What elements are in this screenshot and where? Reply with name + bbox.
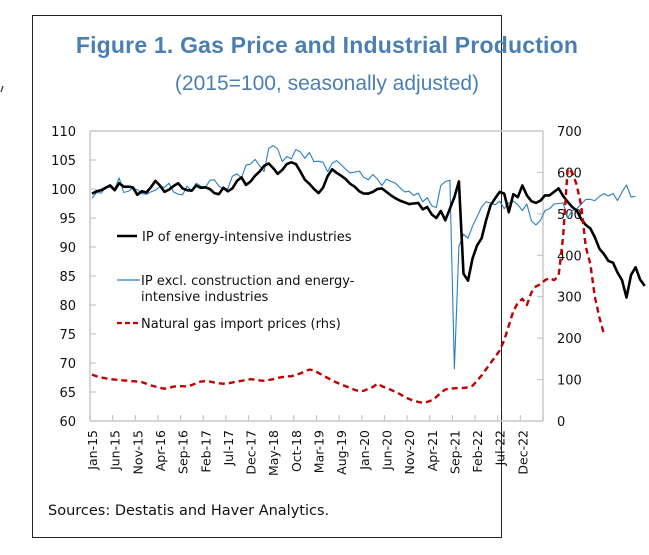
y-tick-label: 75 [59,328,76,343]
y-tick-label: 105 [51,154,76,169]
y2-tick-label: 0 [557,415,565,430]
x-tick-label: Sep-16 [176,430,191,474]
x-tick-label: Jan-20 [357,430,372,471]
y-axis-left: 60 65 70 75 80 85 90 95 100 105 110 [51,125,96,430]
y-tick-label: 110 [51,125,76,140]
x-tick-label: Feb-22 [470,430,485,473]
y2-tick-label: 700 [557,125,582,140]
x-tick-label: May-18 [266,430,281,476]
y-tick-label: 60 [59,415,76,430]
y2-tick-label: 100 [557,374,582,389]
x-tick-label: Jul-17 [221,430,236,467]
figure-frame [32,15,502,538]
legend-label-gas-prices: Natural gas import prices (rhs) [141,317,341,332]
y2-tick-label: 600 [557,166,582,181]
x-tick-label: Nov-20 [402,430,417,475]
series-group [91,144,646,404]
x-tick-label: Feb-17 [198,430,213,473]
y-tick-label: 80 [59,299,76,314]
y2-tick-label: 400 [557,249,582,264]
x-tick-label: Dec-17 [244,430,259,475]
x-tick-label: Dec-22 [515,430,530,475]
y-tick-label: 100 [51,183,76,198]
y-tick-label: 70 [59,357,76,372]
legend-label-ip-excl: IP excl. construction and energy-intensi… [141,274,355,305]
y-tick-label: 95 [59,212,76,227]
figure-subtitle: (2015=100, seasonally adjusted) [174,72,480,95]
series-line-gas-import-prices [91,167,606,404]
x-tick-label: Jun-20 [379,430,394,471]
legend-label-line2: intensive industries [141,290,269,305]
y-tick-label: 65 [59,386,76,401]
x-tick-label: Apr-16 [153,430,168,471]
series-line-ip-energy-intensive [91,161,646,299]
x-tick-label: Nov-15 [130,430,145,474]
source-note: Sources: Destatis and Haver Analytics. [48,503,330,519]
x-tick-label: Mar-19 [312,430,327,473]
x-tick-label: Jan-15 [85,430,100,471]
x-tick-label: Oct-18 [289,430,304,472]
x-tick-label: Apr-21 [425,430,440,471]
x-tick-label: Jun-15 [108,430,123,471]
x-tick-label: Aug-19 [334,430,349,475]
figure-title: Figure 1. Gas Price and Industrial Produ… [75,32,579,58]
x-tick-label: Jul-22 [493,430,508,467]
x-axis: Jan-15 Jun-15 Nov-15 Apr-16 Sep-16 Feb-17 Jul-… [85,415,544,476]
legend: IP of energy-intensive industries IP excl… [117,230,355,332]
series-line-ip-excl-construction [91,144,636,370]
y-tick-label: 90 [59,241,76,256]
y2-tick-label: 200 [557,332,582,347]
x-tick-label: Sep-21 [447,430,462,474]
legend-label-line1: IP excl. construction and energy- [141,274,355,289]
stray-comma-mark [0,78,4,93]
y2-tick-label: 300 [557,291,582,306]
y-tick-label: 85 [59,270,76,285]
legend-label-ip-energy-intensive: IP of energy-intensive industries [142,230,352,245]
